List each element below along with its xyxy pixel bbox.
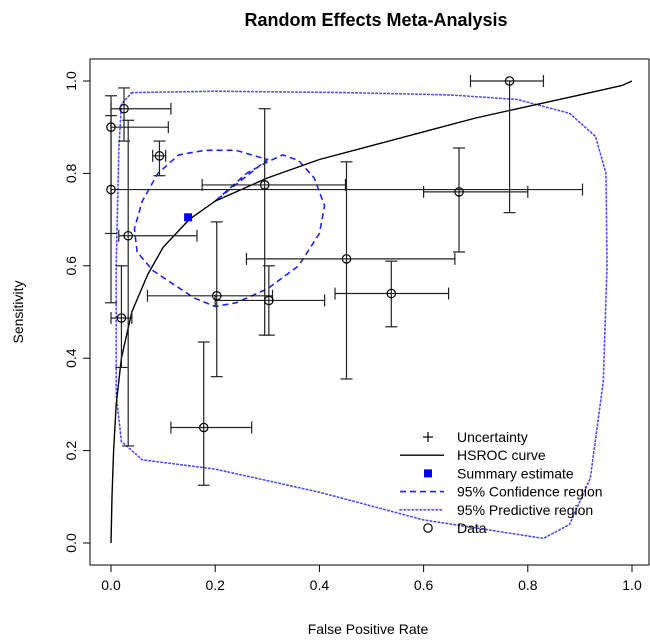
legend-label: HSROC curve [457,447,546,463]
confidence-region [133,149,326,308]
error-bar [152,140,167,177]
y-tick-label: 0.2 [63,441,79,461]
data-point [198,422,209,433]
x-tick-label: 0.2 [205,577,225,593]
chart-title: Random Effects Meta-Analysis [244,10,507,30]
x-axis-label: False Positive Rate [308,621,429,637]
data-point [264,295,274,306]
y-axis: 0.0 0.2 0.4 0.6 0.8 1.0 [63,71,90,553]
x-tick-label: 1.0 [622,577,642,593]
data-point [119,103,129,114]
error-bar [214,265,326,336]
y-axis-label: Sensitivity [10,280,26,343]
y-tick-label: 0.0 [63,533,79,553]
x-tick-label: 0.8 [518,577,538,593]
legend-item-summary: Summary estimate [424,465,574,481]
legend-label: 95% Predictive region [457,502,593,518]
error-bar [146,221,274,378]
y-tick-label: 0.6 [63,256,79,276]
data-point [106,122,116,132]
legend-label: Uncertainty [457,429,528,445]
error-bar [105,95,169,304]
hsroc-curve-line [110,80,633,544]
error-bar [110,265,133,369]
predictive-region [115,90,608,540]
hsroc-curve [110,80,633,544]
plot-border [89,58,650,566]
error-bar [334,260,450,328]
summary-estimate [184,213,193,222]
summary-estimate-point [184,213,193,222]
data-point [504,76,515,86]
x-tick-label: 0.0 [101,577,121,593]
x-tick-label: 0.6 [414,577,434,593]
x-axis: 0.0 0.2 0.4 0.6 0.8 1.0 [101,565,642,593]
legend-item-uncertainty: Uncertainty [423,429,528,445]
legend-item-data: Data [423,520,487,536]
data-point [259,180,270,190]
error-bar [201,108,347,336]
y-tick-label: 0.8 [63,163,79,183]
uncertainty-bars [105,75,584,486]
legend-item-hsroc: HSROC curve [400,447,546,463]
error-bar [105,115,584,235]
data-point [211,291,222,301]
data-point [123,230,133,241]
data-point [154,151,165,161]
data-point [454,187,464,197]
legend-label: Summary estimate [457,465,574,481]
data-point [106,184,116,195]
y-tick-label: 0.4 [63,348,79,368]
error-bar [423,147,529,253]
legend-item-confidence: 95% Confidence region [400,484,603,500]
legend-label: Data [457,520,487,536]
plot-area [89,58,650,566]
x-tick-label: 0.4 [310,577,330,593]
data-point [386,288,397,299]
data-points [106,76,515,433]
y-tick-label: 1.0 [63,71,79,91]
legend-item-predictive: 95% Predictive region [399,502,593,518]
legend-label: 95% Confidence region [457,484,603,500]
error-bar [118,119,198,447]
data-point [116,313,127,323]
data-point [341,254,352,264]
error-bar [170,341,253,486]
predictive-region-line [115,90,608,540]
legend: Uncertainty HSROC curve Summary estimate 95… [399,429,603,536]
confidence-region-line [133,149,326,308]
